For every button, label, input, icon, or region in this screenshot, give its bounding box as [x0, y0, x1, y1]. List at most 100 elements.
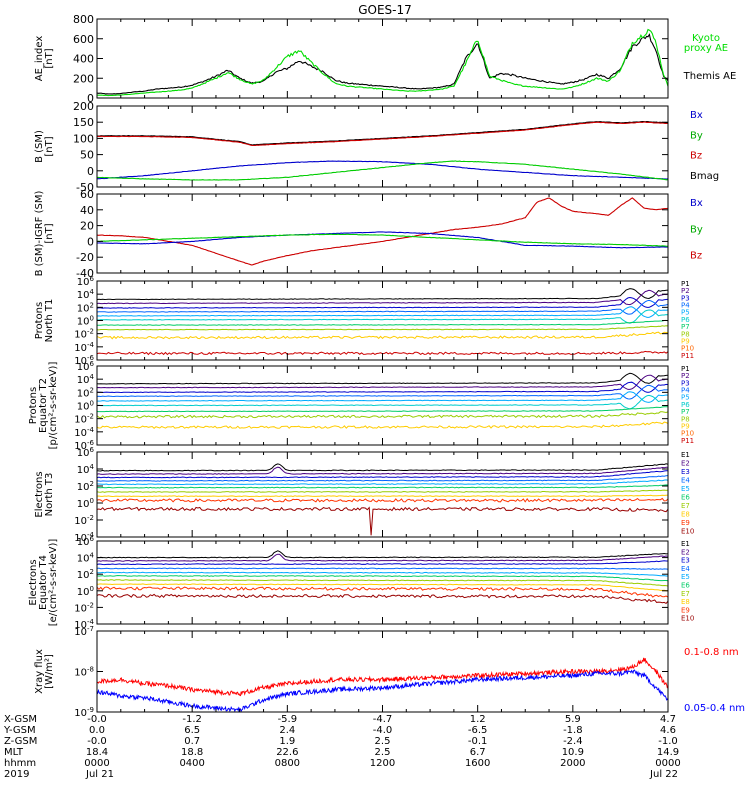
eequator-frame	[96, 540, 669, 625]
pnorth-legend-p9: P9	[681, 337, 690, 345]
bsm-ytick-label: 150	[73, 116, 94, 129]
eequator-data	[97, 550, 668, 605]
xaxis-hhmm-4: 1600	[465, 758, 490, 769]
bsm-series-bx	[97, 160, 668, 180]
bsm-series-bz	[97, 121, 668, 147]
pequator-band-8	[97, 421, 668, 429]
ae-data	[97, 28, 668, 97]
pnorth-ytick-label: 106	[77, 275, 95, 288]
pnorth-legend-p11: P11	[681, 352, 694, 360]
enorth-ytick-label: 100	[77, 497, 94, 510]
ae-ylabel-0: AE_index	[34, 36, 45, 82]
enorth-band-9	[97, 506, 668, 536]
eequator-ytick-label: 10-2	[74, 601, 94, 614]
xaxis-row-label-5: 2019	[4, 769, 29, 780]
pnorth-legend-p1: P1	[681, 280, 690, 288]
eequator-legend-e3: E3	[681, 557, 690, 565]
bdiff-ytick-label: -20	[76, 251, 94, 264]
bsm-data	[97, 120, 668, 181]
panel-xray: 10-7 10-8 10-9 Xray flux [W/m²] 0.1-0.8 nm 0.0…	[34, 625, 745, 719]
xaxis-hhmm-6: 0000	[655, 758, 680, 769]
pequator-ylabel-1: Equator T2	[38, 378, 49, 433]
enorth-legend-e8: E8	[681, 511, 690, 519]
xaxis-ygsm-3: -4.0	[373, 725, 393, 736]
xaxis-mlt-6: 14.9	[657, 747, 679, 758]
eequator-ylabel-0: Electrons	[28, 559, 39, 605]
xaxis-hhmm-5: 2000	[560, 758, 585, 769]
bsm-series-by	[97, 160, 668, 181]
xaxis-xgsm-4: 1.2	[470, 714, 486, 725]
enorth-band-0	[97, 463, 668, 472]
xaxis-xgsm-3: -4.7	[373, 714, 393, 725]
pequator-legend-p5: P5	[681, 394, 690, 402]
pequator-band-6	[97, 406, 668, 413]
enorth-ytick-label: 10-4	[74, 531, 94, 544]
bdiff-ytick-label: 40	[80, 204, 94, 217]
eequator-band-8	[97, 586, 668, 598]
eequator-ytick-label: 104	[77, 552, 95, 565]
chart-title: GOES-17	[358, 3, 412, 17]
xaxis-mlt-0: 18.4	[86, 747, 108, 758]
eequator-ylabel-1: Equator T4	[38, 555, 49, 610]
pnorth-band-2	[97, 296, 668, 309]
pequator-ytick-label: 104	[77, 373, 95, 386]
pequator-band-4	[97, 391, 668, 403]
xaxis-row-label-2: Z-GSM	[4, 736, 37, 747]
pequator-ytick-label: 100	[77, 400, 94, 413]
eequator-band-9	[97, 593, 668, 605]
bsm-ylabel-0: B (SM)	[34, 130, 45, 163]
pequator-legend-p7: P7	[681, 408, 690, 416]
bsm-legend-bmag: Bmag	[690, 171, 719, 182]
pnorth-band-7	[97, 325, 668, 331]
ae-series-kyoto-proxy-ae	[97, 28, 668, 97]
xaxis-zgsm-6: -1.0	[658, 736, 678, 747]
pnorth-legend-p7: P7	[681, 323, 690, 331]
enorth-ytick-label: 10-2	[74, 514, 94, 527]
bdiff-ylabel-1: [nT]	[44, 223, 55, 243]
bdiff-legend-bx: Bx	[690, 198, 703, 209]
eequator-legend-e9: E9	[681, 606, 690, 614]
bdiff-ytick-label: -40	[76, 267, 94, 280]
eequator-band-3	[97, 567, 668, 570]
bdiff-ytick-label: 60	[80, 188, 94, 201]
xaxis-zgsm-2: 1.9	[279, 736, 295, 747]
bsm-ylabel-1: [nT]	[44, 136, 55, 156]
ae-ylabel-1: [nT]	[44, 48, 55, 68]
eequator-legend-e2: E2	[681, 548, 690, 556]
enorth-legend-e3: E3	[681, 468, 690, 476]
xaxis-ygsm-1: 6.5	[184, 725, 200, 736]
pnorth-legend-p4: P4	[681, 302, 690, 310]
xaxis-mlt-5: 10.9	[562, 747, 584, 758]
pequator-band-1	[97, 374, 668, 390]
pequator-band-3	[97, 384, 668, 400]
enorth-ylabel-1: North T3	[44, 473, 55, 517]
pequator-legend-p10: P10	[681, 430, 694, 438]
bsm-frame	[96, 105, 669, 188]
eequator-band-5	[97, 574, 668, 582]
pnorth-band-4	[97, 306, 668, 318]
pequator-band-0	[97, 372, 668, 385]
pequator-legend-p1: P1	[681, 365, 690, 373]
pnorth-legend-p2: P2	[681, 287, 690, 295]
eequator-band-7	[97, 583, 668, 592]
eequator-band-6	[97, 579, 668, 587]
x-axis-table: X-GSMY-GSMZ-GSMMLThhmm2019-0.00.0-0.018.…	[3, 714, 681, 780]
pnorth-ytick-label: 104	[77, 288, 95, 301]
enorth-legend-e9: E9	[681, 519, 690, 527]
bsm-legend-by: By	[690, 130, 703, 141]
pequator-legend-p3: P3	[681, 379, 690, 387]
eequator-ytick-label: 10-4	[74, 618, 94, 631]
xray-ytick-label: 10-9	[74, 706, 94, 719]
pnorth-ytick-label: 10-4	[74, 341, 94, 354]
xaxis-ygsm-4: -6.5	[468, 725, 488, 736]
xray-ylabel-0: Xray flux	[34, 649, 45, 694]
enorth-legend-e10: E10	[681, 528, 694, 536]
xaxis-hhmm-1: 0400	[179, 758, 204, 769]
eequator-band-2	[97, 560, 668, 566]
xaxis-date-6: Jul 22	[649, 769, 678, 780]
pnorth-data	[97, 288, 668, 356]
